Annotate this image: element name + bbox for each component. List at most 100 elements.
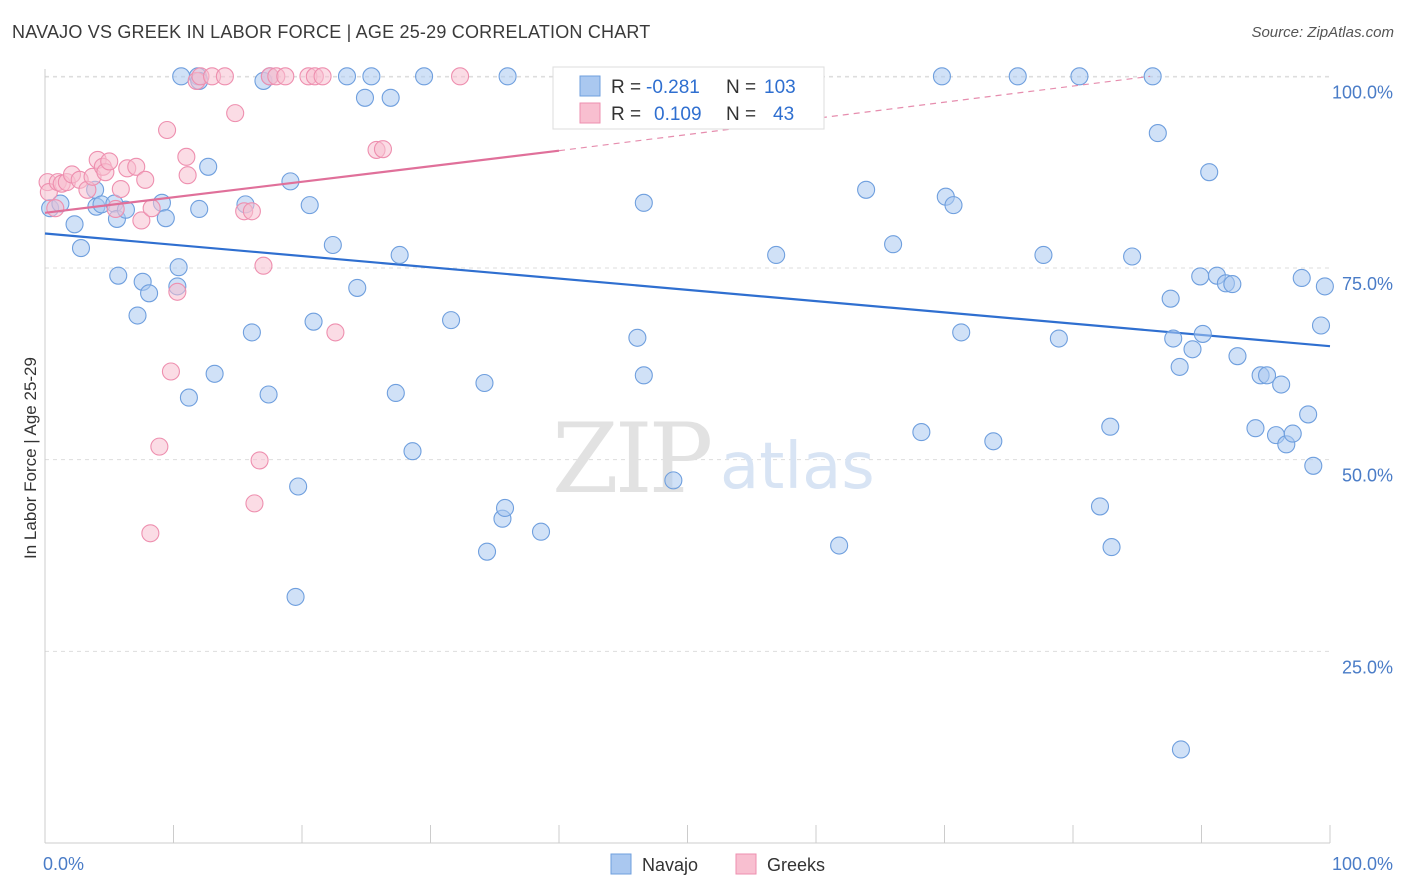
navajo-point [304,312,323,331]
navajo-point [634,193,653,212]
greeks-point [250,451,269,470]
navajo-point [259,385,278,404]
navajo-point [495,498,515,518]
navajo-point [1008,67,1027,86]
navajo-point [1191,267,1210,286]
navajo-point [1090,497,1110,516]
navajo-point [140,284,159,303]
greeks-point [245,494,264,513]
navajo-point [337,67,357,86]
navajo-point [1148,124,1167,143]
navajo-point [381,88,400,107]
greeks-point [127,157,146,176]
navajo-point [1102,538,1121,557]
navajo-point [1161,289,1180,308]
navajo-point [944,196,963,215]
navajo-point [1311,316,1331,335]
stats-box: R = -0.281 N = 103 R = 0.109 N = 43 [552,66,825,130]
greeks-point [142,199,161,218]
greeks-point [161,362,180,381]
navajo-point [767,245,786,265]
navajo-point [286,587,305,606]
navajo-point [1272,375,1291,394]
trend-lines [44,232,1331,348]
greeks-trend-line [44,149,560,214]
greeks-point [373,140,393,159]
navajo-point [1170,357,1189,376]
greeks-point [100,152,119,171]
watermark-zip: ZIP [552,403,711,515]
navajo-point [634,366,653,385]
navajo-stat-swatch [579,75,601,97]
navajo-point [1257,366,1277,385]
greeks-n-label: N = [726,104,756,125]
greeks-n-value: 43 [773,104,794,125]
greeks-point [46,199,65,218]
navajo-point [415,67,434,86]
greeks-points [38,67,1151,543]
navajo-point [912,423,931,442]
y-tick-label: 25.0% [1342,657,1393,677]
navajo-point [289,477,308,496]
y-axis-label: In Labor Force | Age 25-29 [21,357,40,559]
greeks-point [215,67,234,86]
navajo-point [1123,247,1142,266]
greeks-stat-swatch [579,102,601,124]
navajo-point [128,306,147,325]
greeks-point [254,256,273,275]
navajo-point [172,67,191,86]
navajo-point [390,245,409,265]
navajo-point [1171,740,1190,759]
navajo-point [1034,245,1053,265]
y-tick-label: 100.0% [1332,82,1393,102]
greeks-point [313,67,332,86]
greeks-point [132,211,151,230]
navajo-point [1101,417,1120,436]
x-tick-labels: 0.0% 100.0% [43,854,1393,874]
navajo-point [355,88,375,107]
navajo-point [300,196,319,215]
navajo-point [1164,329,1183,348]
navajo-point [475,373,494,393]
greeks-point [326,323,345,342]
navajo-point [1228,347,1247,366]
legend-label-navajo: Navajo [642,855,698,875]
navajo-point [442,311,461,330]
y-tick-label: 50.0% [1342,466,1393,486]
navajo-point [1292,268,1311,288]
navajo-point [984,432,1003,451]
greeks-point [226,104,245,123]
navajo-point [65,215,84,234]
y-tick-label: 75.0% [1342,274,1393,294]
navajo-point [1223,275,1242,294]
navajo-point [190,199,209,219]
grid-lines [45,75,1330,652]
greeks-point [178,166,197,185]
navajo-trend-line [44,232,1331,348]
greeks-point [451,67,470,86]
navajo-point [199,157,218,176]
navajo-point [1049,329,1068,348]
navajo-point [169,258,188,277]
legend-swatch-navajo [610,853,632,875]
navajo-point [1143,67,1162,86]
greeks-point [136,170,155,189]
navajo-point [348,278,367,297]
greeks-trend-extension [558,75,1151,152]
greeks-point [158,120,177,140]
navajo-point [498,67,517,86]
navajo-point [477,542,497,561]
navajo-point [1246,419,1265,438]
greeks-point [168,282,187,301]
series-legend: Navajo Greeks [610,853,825,875]
greeks-point [111,179,130,199]
navajo-point [857,180,876,199]
navajo-point [323,235,342,255]
watermark: ZIP atlas [552,403,875,515]
navajo-point [205,364,224,383]
legend-label-greeks: Greeks [767,855,825,875]
navajo-n-value: 103 [764,77,796,98]
greeks-r-value: 0.109 [654,104,702,125]
watermark-atlas: atlas [720,430,875,504]
